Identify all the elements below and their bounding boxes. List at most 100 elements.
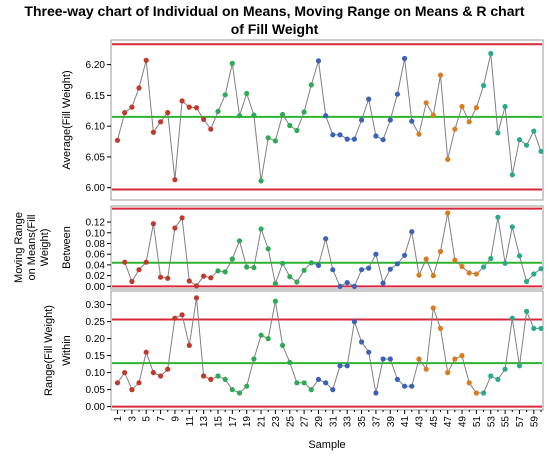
y-tick-label: 0.08 — [86, 239, 106, 250]
y-axis-label-line: Moving Range — [13, 212, 25, 283]
x-axis-label: Sample — [308, 439, 345, 451]
y-tick-label: 6.05 — [86, 152, 106, 163]
data-point — [509, 315, 515, 321]
x-tick-label: 51 — [472, 416, 483, 428]
data-point — [165, 366, 171, 372]
data-point — [538, 148, 544, 154]
data-point — [287, 122, 293, 129]
data-point — [394, 91, 400, 97]
data-point — [193, 283, 200, 289]
data-point — [459, 263, 465, 270]
data-point — [509, 172, 515, 178]
data-point — [215, 108, 221, 114]
data-point — [280, 111, 286, 118]
data-point — [136, 85, 142, 91]
y-axis-label-line: Average(Fill Weight) — [61, 70, 73, 169]
data-point — [165, 275, 171, 281]
data-point — [143, 349, 149, 355]
data-point — [445, 156, 451, 162]
data-point — [236, 238, 243, 244]
data-point — [481, 82, 487, 89]
data-point — [323, 236, 329, 242]
x-tick-label: 5 — [142, 416, 153, 422]
data-point — [488, 373, 494, 379]
data-point — [387, 117, 393, 123]
data-point — [215, 268, 221, 274]
x-tick-label: 21 — [257, 416, 268, 428]
data-point — [315, 262, 322, 268]
y-tick-label: 0.30 — [86, 300, 106, 311]
data-point — [114, 137, 121, 143]
data-point — [459, 353, 465, 359]
data-point — [222, 92, 228, 98]
data-point — [201, 273, 207, 279]
panel-frame — [110, 205, 544, 290]
data-point — [409, 383, 415, 389]
data-point — [402, 383, 408, 389]
data-point — [452, 356, 458, 362]
data-point — [380, 280, 386, 286]
data-point — [423, 100, 429, 106]
x-tick-label: 35 — [357, 416, 368, 428]
data-point — [236, 390, 243, 396]
data-point — [416, 131, 422, 137]
data-point — [351, 319, 357, 325]
data-point — [437, 325, 444, 331]
data-point — [129, 104, 135, 110]
data-point — [236, 113, 243, 119]
data-point — [251, 265, 257, 271]
data-point — [150, 129, 156, 135]
data-point — [524, 142, 530, 148]
data-point — [359, 117, 365, 123]
data-point — [129, 278, 135, 285]
data-point — [244, 90, 250, 97]
data-point — [502, 366, 508, 372]
data-point — [445, 210, 451, 216]
data-point — [330, 387, 336, 393]
data-point — [258, 332, 264, 338]
data-point — [150, 221, 156, 227]
y-tick-label: 0.06 — [86, 250, 106, 261]
data-point — [387, 356, 393, 362]
data-point — [488, 50, 494, 57]
x-tick-label: 45 — [429, 416, 440, 428]
data-point — [337, 132, 343, 138]
data-point — [502, 260, 508, 266]
y-axis-label-line: Between — [61, 226, 73, 269]
data-point — [373, 390, 379, 396]
x-tick-label: 23 — [271, 416, 282, 428]
data-point — [294, 127, 300, 134]
y-tick-label: 0.12 — [86, 218, 106, 229]
data-point — [473, 271, 479, 277]
data-point — [402, 252, 408, 258]
y-tick-label: 6.10 — [86, 122, 106, 133]
data-point — [423, 366, 429, 372]
data-point — [516, 137, 523, 143]
data-point — [315, 376, 322, 382]
data-point — [344, 136, 350, 142]
data-point — [143, 57, 149, 63]
x-tick-label: 3 — [127, 416, 138, 422]
x-tick-label: 39 — [386, 416, 397, 428]
data-point — [409, 229, 415, 235]
data-point — [272, 281, 278, 287]
y-tick-label: 0.25 — [86, 317, 106, 328]
data-point — [165, 110, 171, 116]
data-point — [201, 373, 207, 379]
data-point — [380, 356, 386, 362]
data-point — [186, 104, 192, 110]
data-point — [359, 339, 365, 345]
data-point — [359, 267, 365, 273]
y-tick-label: 0.04 — [86, 260, 106, 271]
data-point — [531, 271, 537, 277]
data-point — [459, 103, 465, 110]
data-point — [337, 283, 343, 289]
x-tick-label: 49 — [458, 416, 469, 428]
data-point — [143, 259, 149, 265]
data-point — [423, 256, 429, 262]
data-point — [452, 257, 458, 263]
data-point — [308, 260, 314, 266]
x-tick-label: 37 — [371, 416, 382, 428]
data-point — [495, 130, 501, 136]
